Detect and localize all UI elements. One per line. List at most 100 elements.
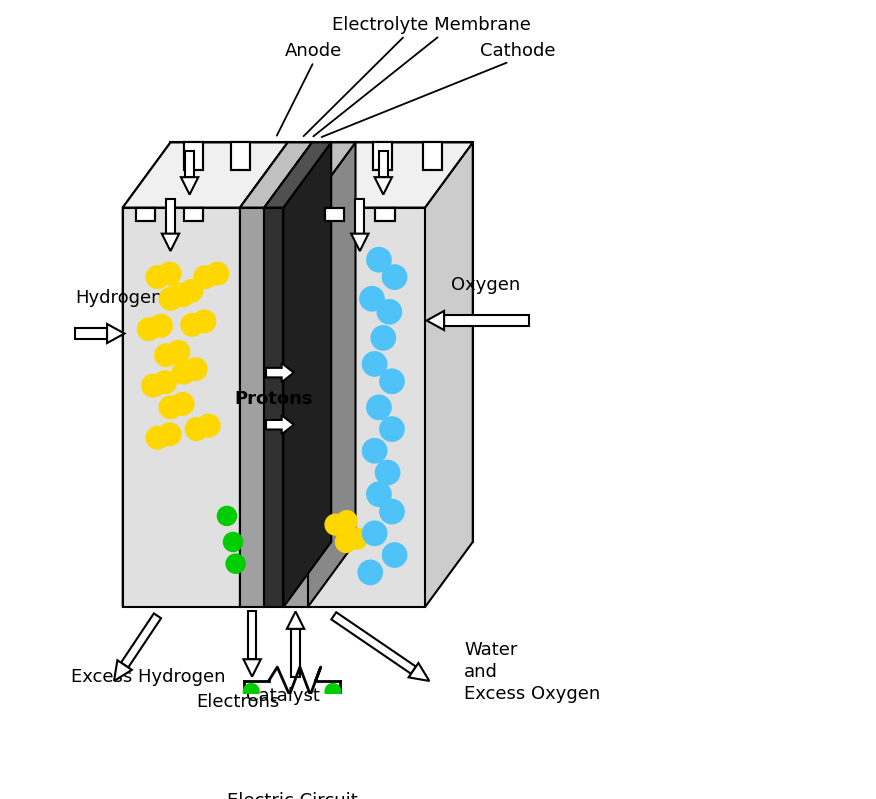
- Polygon shape: [248, 611, 257, 659]
- Text: Electrons: Electrons: [196, 693, 279, 711]
- Circle shape: [376, 460, 399, 485]
- Polygon shape: [444, 316, 529, 326]
- Polygon shape: [121, 614, 161, 667]
- Polygon shape: [286, 611, 304, 629]
- Polygon shape: [231, 142, 251, 170]
- Circle shape: [142, 375, 165, 397]
- Text: Cathode: Cathode: [480, 42, 555, 60]
- Polygon shape: [307, 208, 425, 607]
- Circle shape: [154, 371, 177, 393]
- Polygon shape: [265, 142, 312, 607]
- Polygon shape: [136, 208, 155, 221]
- Polygon shape: [284, 208, 307, 607]
- Polygon shape: [408, 663, 429, 681]
- Circle shape: [244, 705, 259, 720]
- Circle shape: [155, 344, 178, 367]
- Circle shape: [159, 262, 181, 285]
- Circle shape: [367, 482, 391, 507]
- Circle shape: [194, 266, 216, 288]
- Polygon shape: [123, 208, 240, 607]
- Polygon shape: [325, 208, 344, 221]
- Polygon shape: [291, 629, 300, 677]
- Polygon shape: [331, 612, 416, 674]
- Polygon shape: [423, 142, 442, 170]
- Circle shape: [288, 761, 304, 777]
- Text: Catalyst: Catalyst: [245, 687, 320, 705]
- Text: Anode: Anode: [286, 42, 343, 60]
- Polygon shape: [185, 151, 194, 177]
- Circle shape: [226, 555, 245, 573]
- Circle shape: [184, 358, 207, 380]
- Circle shape: [150, 315, 173, 337]
- Polygon shape: [240, 208, 265, 607]
- Circle shape: [325, 515, 346, 535]
- Text: Protons: Protons: [235, 390, 313, 407]
- Circle shape: [367, 248, 391, 272]
- Circle shape: [336, 511, 357, 531]
- FancyArrow shape: [266, 363, 293, 382]
- Polygon shape: [284, 142, 356, 208]
- Polygon shape: [265, 142, 331, 208]
- Circle shape: [380, 499, 404, 524]
- Polygon shape: [244, 659, 261, 677]
- Text: Excess Hydrogen: Excess Hydrogen: [71, 668, 225, 686]
- Circle shape: [146, 266, 169, 288]
- Polygon shape: [75, 328, 107, 339]
- Polygon shape: [376, 208, 394, 221]
- Polygon shape: [425, 142, 473, 607]
- Circle shape: [217, 507, 237, 526]
- Circle shape: [185, 418, 208, 440]
- Text: Hydrogen: Hydrogen: [75, 289, 162, 308]
- Polygon shape: [307, 142, 356, 607]
- Text: Oxygen: Oxygen: [451, 276, 520, 295]
- Polygon shape: [265, 208, 284, 607]
- Circle shape: [146, 427, 169, 449]
- Circle shape: [168, 283, 190, 306]
- Circle shape: [378, 300, 401, 324]
- Circle shape: [360, 287, 385, 311]
- Polygon shape: [375, 177, 392, 195]
- Circle shape: [159, 423, 181, 446]
- Circle shape: [181, 313, 203, 336]
- Polygon shape: [240, 142, 287, 607]
- Polygon shape: [356, 142, 473, 542]
- Polygon shape: [181, 177, 198, 195]
- Circle shape: [347, 528, 368, 549]
- Circle shape: [383, 265, 406, 289]
- Circle shape: [138, 318, 160, 340]
- Circle shape: [380, 417, 404, 441]
- Polygon shape: [183, 142, 202, 170]
- Circle shape: [206, 262, 229, 285]
- Polygon shape: [162, 233, 180, 251]
- Text: Water
and
Excess Oxygen: Water and Excess Oxygen: [464, 641, 600, 703]
- Circle shape: [367, 396, 391, 419]
- Polygon shape: [307, 142, 356, 607]
- Polygon shape: [312, 142, 331, 542]
- Polygon shape: [287, 142, 312, 542]
- Circle shape: [223, 532, 243, 551]
- Polygon shape: [379, 151, 387, 177]
- Circle shape: [336, 531, 357, 552]
- Circle shape: [197, 415, 220, 437]
- Circle shape: [380, 369, 404, 393]
- Text: Electric Circuit: Electric Circuit: [227, 792, 357, 799]
- FancyArrow shape: [266, 415, 293, 435]
- Polygon shape: [265, 142, 312, 607]
- Circle shape: [172, 392, 194, 415]
- Polygon shape: [351, 233, 369, 251]
- Polygon shape: [240, 142, 312, 208]
- Polygon shape: [307, 142, 473, 208]
- Polygon shape: [284, 142, 331, 607]
- Circle shape: [172, 284, 194, 307]
- Circle shape: [300, 742, 315, 758]
- Polygon shape: [107, 324, 124, 343]
- Circle shape: [159, 288, 182, 310]
- Polygon shape: [123, 142, 287, 208]
- Circle shape: [371, 326, 395, 350]
- Circle shape: [363, 439, 387, 463]
- Polygon shape: [240, 142, 287, 607]
- Circle shape: [193, 310, 215, 332]
- Polygon shape: [427, 311, 444, 330]
- Polygon shape: [183, 208, 202, 221]
- Circle shape: [363, 521, 387, 546]
